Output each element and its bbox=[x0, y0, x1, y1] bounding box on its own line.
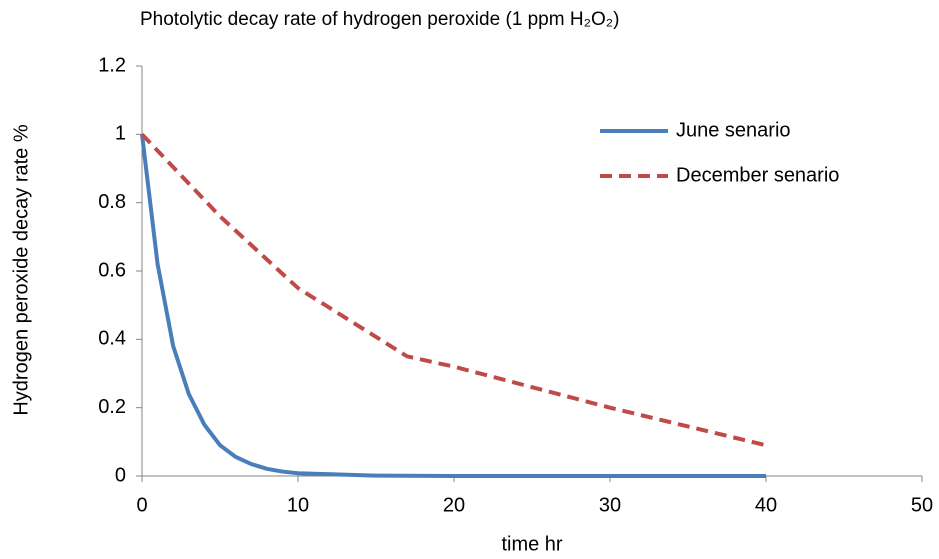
y-tick-label: 0.4 bbox=[98, 328, 126, 350]
x-tick-label: 20 bbox=[443, 494, 465, 516]
legend-label: December senario bbox=[676, 164, 839, 186]
x-tick-label: 10 bbox=[287, 494, 309, 516]
y-tick-label: 0.6 bbox=[98, 259, 126, 281]
legend-label: June senario bbox=[676, 119, 791, 141]
series-line bbox=[140, 132, 767, 448]
y-tick-label: 1 bbox=[115, 123, 126, 145]
series-line bbox=[140, 134, 766, 478]
y-axis-label: Hydrogen peroxide decay rate % bbox=[10, 124, 32, 415]
x-tick-label: 0 bbox=[136, 494, 147, 516]
y-tick-label: 0.2 bbox=[98, 396, 126, 418]
y-tick-label: 0 bbox=[115, 464, 126, 486]
x-tick-label: 40 bbox=[755, 494, 777, 516]
y-tick-label: 1.2 bbox=[98, 54, 126, 76]
x-tick-label: 30 bbox=[599, 494, 621, 516]
y-tick-label: 0.8 bbox=[98, 191, 126, 213]
x-tick-label: 50 bbox=[911, 494, 933, 516]
x-axis-label: time hr bbox=[501, 533, 562, 555]
chart-title: Photolytic decay rate of hydrogen peroxi… bbox=[140, 9, 619, 30]
